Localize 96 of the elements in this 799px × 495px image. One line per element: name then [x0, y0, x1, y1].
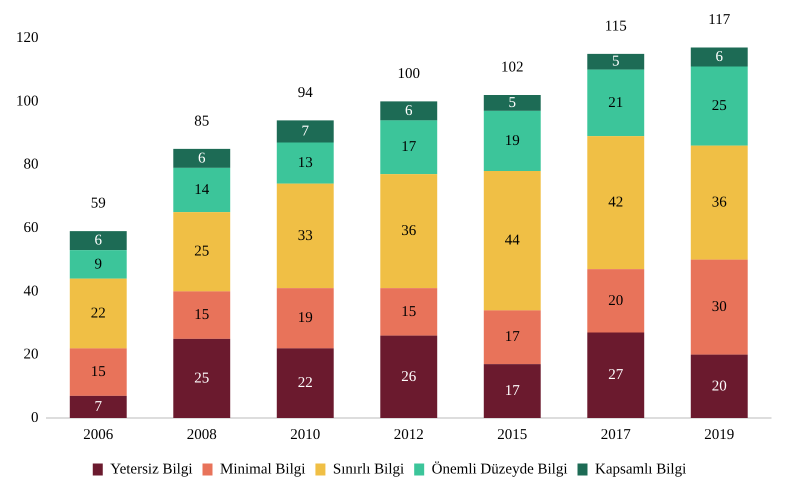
data-label: 21 — [608, 94, 624, 111]
bar — [380, 120, 438, 174]
x-tick-label: 2019 — [704, 426, 734, 443]
bar — [276, 184, 334, 288]
legend-label: Kapsamlı Bilgi — [594, 461, 686, 478]
bar — [70, 348, 127, 396]
total-label: 115 — [604, 18, 627, 34]
bar — [690, 260, 748, 355]
legend-label: Önemli Düzeyde Bilgi — [432, 460, 568, 478]
bar — [587, 70, 644, 136]
bar — [70, 250, 127, 279]
y-tick-label: 60 — [24, 220, 38, 236]
bar — [484, 171, 541, 310]
x-tick-label: 2010 — [290, 426, 320, 443]
legend-label: Yetersiz Bilgi — [110, 461, 192, 478]
y-tick-label: 0 — [31, 410, 38, 426]
bar — [484, 364, 541, 418]
x-tick-label: 2006 — [83, 426, 114, 443]
bar — [587, 332, 644, 418]
y-tick-label: 20 — [24, 346, 38, 363]
bar — [276, 142, 334, 184]
bar — [276, 348, 334, 418]
bar — [380, 101, 438, 120]
total-label: 117 — [708, 12, 731, 28]
data-label: 20 — [712, 378, 727, 394]
data-label: 25 — [194, 244, 210, 260]
data-label: 6 — [405, 102, 413, 119]
bar — [173, 338, 230, 418]
data-label: 7 — [302, 123, 310, 140]
data-label: 5 — [508, 94, 516, 111]
bar — [380, 336, 438, 418]
data-label: 25 — [712, 98, 727, 114]
data-label: 14 — [194, 182, 210, 198]
data-label: 22 — [90, 305, 106, 322]
x-tick-label: 2008 — [186, 426, 217, 443]
bar — [690, 48, 748, 66]
data-label: 6 — [94, 232, 102, 249]
bar — [690, 66, 748, 146]
legend-label: Sınırlı Bilgi — [332, 461, 404, 478]
data-label: 27 — [608, 367, 624, 384]
bar — [70, 396, 127, 418]
total-label: 102 — [501, 59, 524, 76]
bar — [380, 288, 438, 336]
data-label: 17 — [504, 329, 520, 346]
data-label: 26 — [401, 368, 417, 385]
y-tick-label: 80 — [24, 156, 38, 173]
data-label: 15 — [194, 307, 210, 324]
data-label: 6 — [716, 48, 724, 65]
legend-label: Minimal Bilgi — [220, 461, 306, 478]
data-label: 33 — [298, 228, 313, 244]
data-label: 22 — [298, 375, 313, 392]
y-tick-label: 40 — [24, 283, 38, 300]
data-label: 15 — [90, 364, 106, 380]
bar — [70, 231, 127, 250]
bar — [484, 110, 541, 171]
data-label: 13 — [298, 155, 313, 172]
data-label: 25 — [194, 370, 210, 386]
data-label: 15 — [401, 304, 416, 320]
data-label: 19 — [504, 132, 520, 149]
bar — [173, 148, 230, 168]
bar — [276, 288, 334, 348]
bar — [587, 136, 644, 270]
data-label: 44 — [504, 232, 520, 249]
x-tick-label: 2017 — [600, 426, 632, 443]
data-label: 36 — [712, 194, 728, 211]
bar — [173, 291, 230, 339]
x-tick-label: 2012 — [394, 426, 424, 443]
data-label: 36 — [401, 223, 417, 240]
bar — [690, 146, 748, 260]
bar — [484, 310, 541, 364]
data-label: 19 — [298, 310, 313, 326]
bar — [587, 269, 644, 332]
data-label: 30 — [712, 299, 727, 316]
data-label: 17 — [401, 139, 417, 156]
bar — [276, 120, 334, 142]
bar — [587, 54, 644, 70]
y-tick-label: 100 — [16, 93, 38, 110]
total-label: 85 — [194, 113, 210, 130]
bar — [484, 95, 541, 111]
data-label: 9 — [94, 256, 102, 272]
bar — [70, 278, 127, 348]
bar — [380, 174, 438, 288]
data-label: 5 — [612, 54, 620, 70]
data-label: 6 — [198, 150, 206, 166]
data-label: 42 — [608, 194, 624, 211]
data-label: 7 — [94, 398, 102, 415]
total-label: 100 — [398, 66, 420, 82]
total-label: 94 — [298, 84, 314, 101]
bar — [173, 212, 230, 292]
x-tick-label: 2015 — [497, 426, 528, 443]
y-tick-label: 120 — [16, 30, 38, 46]
data-label: 20 — [608, 292, 624, 309]
total-label: 59 — [90, 196, 106, 212]
bar — [173, 168, 230, 212]
data-label: 17 — [504, 383, 520, 400]
bar — [690, 354, 748, 418]
